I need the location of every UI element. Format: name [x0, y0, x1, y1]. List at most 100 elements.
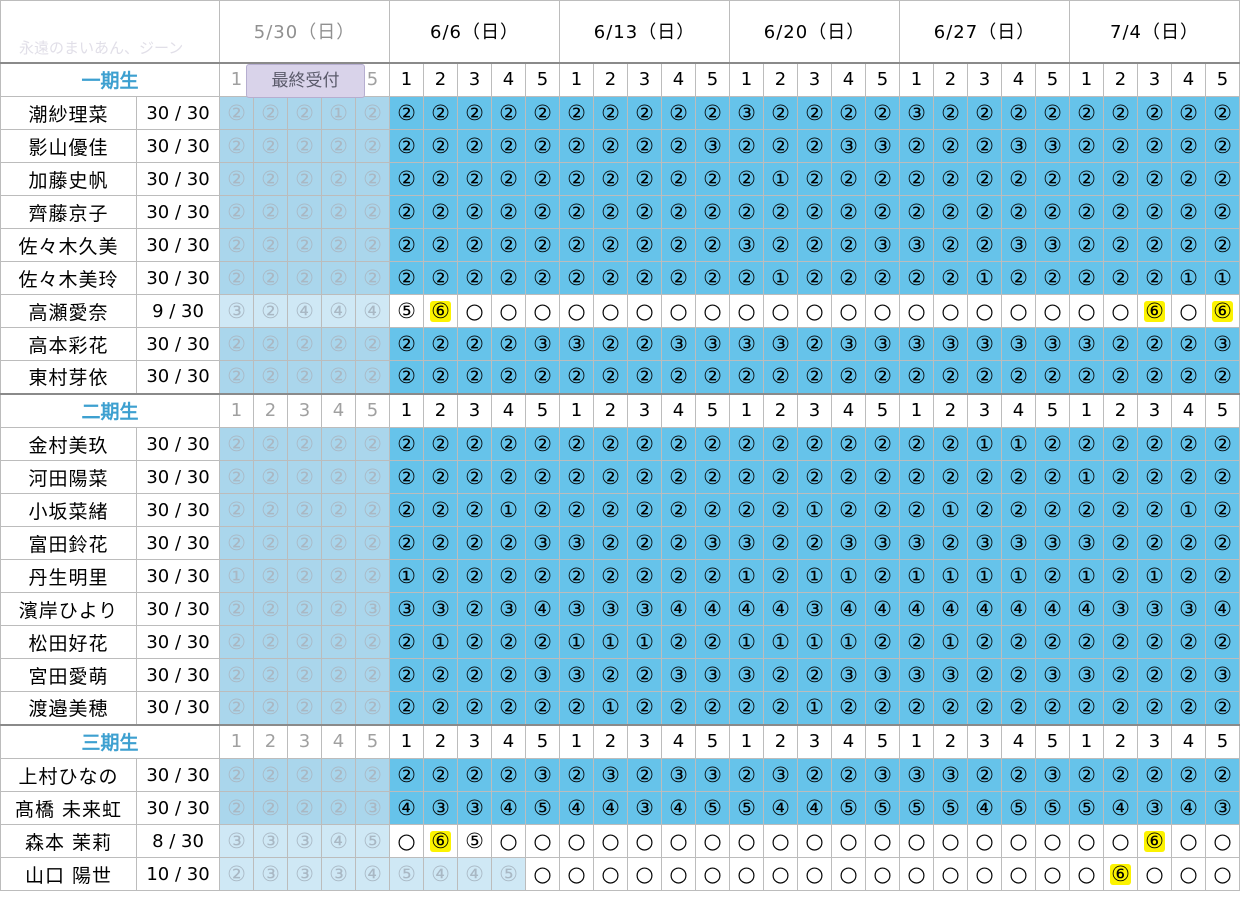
circled-count: ②	[261, 596, 280, 621]
sold-count: 30 / 30	[136, 658, 220, 692]
circled-count: ②	[873, 563, 892, 588]
circled-count: ②	[873, 364, 892, 389]
slot-status-cell: ③	[355, 592, 390, 626]
slot-status-cell: ○	[831, 294, 866, 328]
circled-count: ②	[533, 100, 552, 125]
slot-status-cell: ②	[729, 360, 764, 394]
circled-count: ②	[227, 530, 246, 555]
slot-number: 3	[457, 723, 492, 759]
slot-status-cell: ③	[559, 658, 594, 692]
circled-count: ②	[601, 265, 620, 290]
slot-number: 1	[1069, 723, 1104, 759]
circled-count: ②	[499, 331, 518, 356]
circled-count: ②	[669, 100, 688, 125]
slot-number: 2	[933, 61, 968, 97]
circled-count: ②	[1043, 265, 1062, 290]
slot-status-cell: ①	[1001, 427, 1036, 461]
slot-number: 5	[695, 392, 730, 428]
circled-count: ②	[261, 530, 280, 555]
circled-count: ②	[805, 100, 824, 125]
member-name: 高本彩花	[0, 327, 137, 361]
circled-count: ②	[397, 232, 416, 257]
slot-status-cell: ②	[1137, 327, 1172, 361]
slot-status-cell: ②	[355, 625, 390, 659]
circled-count: ②	[805, 762, 824, 787]
slot-status-cell: ○	[797, 294, 832, 328]
slot-status-cell: ○	[831, 857, 866, 891]
slot-status-cell: ○	[389, 824, 424, 858]
slot-status-cell: ②	[933, 427, 968, 461]
slot-status-cell: ②	[287, 327, 322, 361]
circled-count: ③	[295, 828, 314, 853]
slot-status-cell: ③	[1035, 129, 1070, 163]
slot-status-cell: ②	[627, 526, 662, 560]
slot-status-cell: ②	[593, 360, 628, 394]
slot-status-cell: ②	[1035, 691, 1070, 725]
slot-number: 1	[1069, 61, 1104, 97]
circled-count: ①	[805, 563, 824, 588]
circled-count: ②	[1111, 497, 1130, 522]
slot-number: 1	[899, 392, 934, 428]
slot-status-cell: ③	[899, 96, 934, 130]
slot-status-cell: ②	[219, 427, 254, 461]
member-name: 渡邉美穂	[0, 691, 137, 725]
slot-status-cell: ○	[1171, 294, 1206, 328]
slot-status-cell: ①	[797, 691, 832, 725]
slot-status-cell: ②	[457, 460, 492, 494]
slot-status-cell: ③	[1035, 327, 1070, 361]
slot-number: 5	[695, 61, 730, 97]
circled-count: ②	[669, 265, 688, 290]
slot-status-cell: ②	[1205, 96, 1240, 130]
sold-count: 30 / 30	[136, 228, 220, 262]
circled-count: ②	[567, 199, 586, 224]
circled-count: ②	[1111, 662, 1130, 687]
circled-count: ③	[907, 530, 926, 555]
slot-status-cell: ②	[933, 228, 968, 262]
slot-status-cell: ○	[763, 824, 798, 858]
slot-status-cell: ②	[355, 427, 390, 461]
circled-count: ②	[771, 695, 790, 720]
circled-count: ②	[431, 133, 450, 158]
slot-status-cell: ②	[219, 625, 254, 659]
circled-count: ④	[1077, 596, 1096, 621]
circled-count: ③	[533, 762, 552, 787]
slot-status-cell: ②	[1069, 261, 1104, 295]
slot-status-cell: ②	[355, 460, 390, 494]
circled-count: ②	[261, 166, 280, 191]
slot-number: 3	[1137, 723, 1172, 759]
circled-count: ②	[873, 629, 892, 654]
circled-count: ③	[873, 331, 892, 356]
slot-status-cell: ①	[219, 559, 254, 593]
circled-count: ④	[533, 596, 552, 621]
slot-status-cell: ②	[389, 261, 424, 295]
slot-status-cell: ③	[287, 857, 322, 891]
slot-status-cell: ②	[253, 427, 288, 461]
circled-count: ②	[1179, 364, 1198, 389]
slot-status-cell: ②	[1001, 360, 1036, 394]
slot-status-cell: ②	[1103, 228, 1138, 262]
circled-count: ②	[635, 695, 654, 720]
slot-status-cell: ②	[865, 691, 900, 725]
circled-count: ②	[805, 530, 824, 555]
slot-status-cell: ②	[355, 493, 390, 527]
circled-count: ②	[703, 232, 722, 257]
circled-count: ②	[635, 762, 654, 787]
circled-count: ①	[397, 563, 416, 588]
empty-circle: ○	[499, 828, 518, 853]
circled-count: ②	[1111, 100, 1130, 125]
circled-count: ③	[1043, 232, 1062, 257]
circled-count: ②	[397, 133, 416, 158]
slot-status-cell: ②	[695, 427, 730, 461]
circled-count: ②	[737, 166, 756, 191]
circled-count: ②	[1009, 100, 1028, 125]
slot-status-cell: ③	[1001, 228, 1036, 262]
slot-status-cell: ②	[355, 758, 390, 792]
circled-count: ③	[1145, 795, 1164, 820]
slot-status-cell: ②	[763, 493, 798, 527]
slot-status-cell: ②	[457, 427, 492, 461]
slot-status-cell: ②	[797, 261, 832, 295]
slot-status-cell: ②	[933, 526, 968, 560]
slot-number: 5	[865, 392, 900, 428]
slot-status-cell: ②	[559, 427, 594, 461]
circled-count: ④	[499, 795, 518, 820]
